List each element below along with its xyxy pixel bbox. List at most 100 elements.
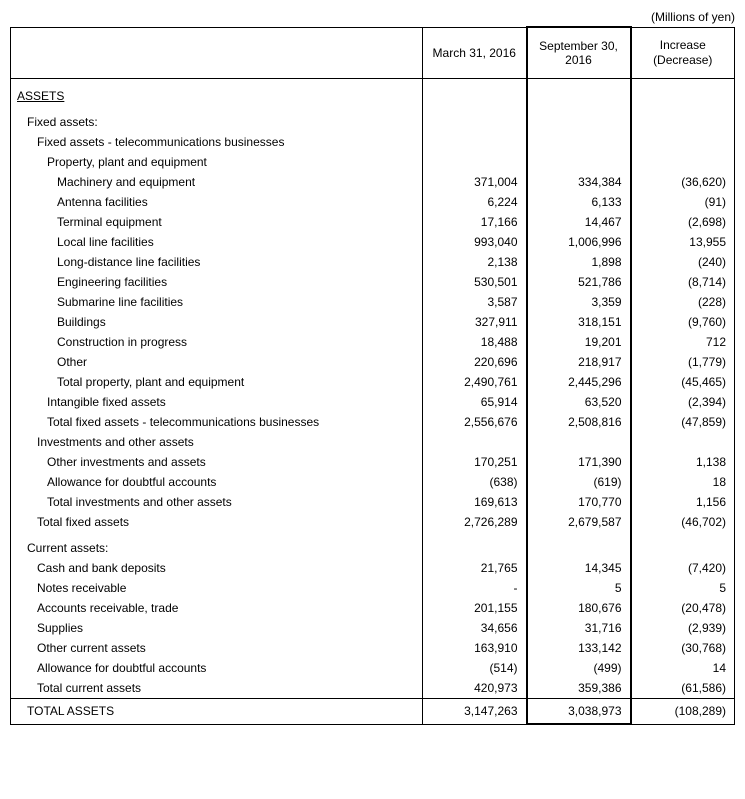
row-label: Machinery and equipment (11, 172, 423, 192)
cell-value: (7,420) (631, 558, 735, 578)
row-label: Other investments and assets (11, 452, 423, 472)
cell-value: 2,679,587 (527, 512, 631, 532)
cell-value: (228) (631, 292, 735, 312)
cell-value (527, 538, 631, 558)
row-label: Long-distance line facilities (11, 252, 423, 272)
cell-value: 1,006,996 (527, 232, 631, 252)
cell-value: (47,859) (631, 412, 735, 432)
cell-value (631, 112, 735, 132)
row-label: Allowance for doubtful accounts (11, 658, 423, 678)
section-header: ASSETS (17, 89, 64, 103)
cell-value: 63,520 (527, 392, 631, 412)
table-row: Intangible fixed assets65,91463,520(2,39… (11, 392, 735, 412)
cell-value: 19,201 (527, 332, 631, 352)
cell-value: 521,786 (527, 272, 631, 292)
row-label: Allowance for doubtful accounts (11, 472, 423, 492)
table-row: Machinery and equipment371,004334,384(36… (11, 172, 735, 192)
row-label: Cash and bank deposits (11, 558, 423, 578)
cell-value: (638) (423, 472, 527, 492)
table-row: Engineering facilities530,501521,786(8,7… (11, 272, 735, 292)
cell-value: (91) (631, 192, 735, 212)
table-row: Current assets: (11, 538, 735, 558)
cell-value (631, 538, 735, 558)
row-label: Other current assets (11, 638, 423, 658)
table-row: Other current assets163,910133,142(30,76… (11, 638, 735, 658)
table-row: Total fixed assets - telecommunications … (11, 412, 735, 432)
table-row: Accounts receivable, trade201,155180,676… (11, 598, 735, 618)
cell-value: 18,488 (423, 332, 527, 352)
cell-value: (8,714) (631, 272, 735, 292)
cell-value: 6,224 (423, 192, 527, 212)
table-row: Submarine line facilities3,5873,359(228) (11, 292, 735, 312)
table-row: Total investments and other assets169,61… (11, 492, 735, 512)
row-label: Total fixed assets - telecommunications … (11, 412, 423, 432)
cell-value: (36,620) (631, 172, 735, 192)
row-label: Fixed assets - telecommunications busine… (11, 132, 423, 152)
cell-value: 163,910 (423, 638, 527, 658)
cell-value: 14,467 (527, 212, 631, 232)
table-row: Property, plant and equipment (11, 152, 735, 172)
header-blank (11, 27, 423, 79)
cell-value: 327,911 (423, 312, 527, 332)
row-label: Fixed assets: (11, 112, 423, 132)
cell-value: 17,166 (423, 212, 527, 232)
cell-value: 180,676 (527, 598, 631, 618)
row-label: Submarine line facilities (11, 292, 423, 312)
cell-value: 201,155 (423, 598, 527, 618)
section-header-row: ASSETS (11, 79, 735, 107)
table-row: Other220,696218,917(1,779) (11, 352, 735, 372)
header-col1: March 31, 2016 (423, 27, 527, 79)
cell-value: 14 (631, 658, 735, 678)
cell-value: 993,040 (423, 232, 527, 252)
row-label: Supplies (11, 618, 423, 638)
cell-value: - (423, 578, 527, 598)
table-row: Long-distance line facilities2,1381,898(… (11, 252, 735, 272)
cell-value: 65,914 (423, 392, 527, 412)
cell-value: (46,702) (631, 512, 735, 532)
cell-value: 420,973 (423, 678, 527, 699)
cell-value: (2,939) (631, 618, 735, 638)
cell-value (527, 432, 631, 452)
cell-value: 170,251 (423, 452, 527, 472)
cell-value: 2,490,761 (423, 372, 527, 392)
cell-value: 3,587 (423, 292, 527, 312)
row-label: Total fixed assets (11, 512, 423, 532)
table-row: Fixed assets - telecommunications busine… (11, 132, 735, 152)
cell-value: 6,133 (527, 192, 631, 212)
cell-value: (20,478) (631, 598, 735, 618)
cell-value: (61,586) (631, 678, 735, 699)
cell-value: 2,726,289 (423, 512, 527, 532)
table-row: Construction in progress18,48819,201712 (11, 332, 735, 352)
cell-value: (619) (527, 472, 631, 492)
cell-value: 318,151 (527, 312, 631, 332)
cell-value: 5 (527, 578, 631, 598)
cell-value: 3,359 (527, 292, 631, 312)
cell-value: (499) (527, 658, 631, 678)
header-col3-line1: Increase (660, 38, 706, 52)
row-label: Notes receivable (11, 578, 423, 598)
header-row: March 31, 2016 September 30, 2016 Increa… (11, 27, 735, 79)
row-label: Investments and other assets (11, 432, 423, 452)
cell-value: 2,556,676 (423, 412, 527, 432)
row-label: TOTAL ASSETS (11, 699, 423, 725)
cell-value: 3,147,263 (423, 699, 527, 725)
cell-value: (514) (423, 658, 527, 678)
table-row: Total fixed assets2,726,2892,679,587(46,… (11, 512, 735, 532)
table-row: Allowance for doubtful accounts(514)(499… (11, 658, 735, 678)
table-row: Buildings327,911318,151(9,760) (11, 312, 735, 332)
cell-value (423, 152, 527, 172)
row-label: Buildings (11, 312, 423, 332)
table-row: Supplies34,65631,716(2,939) (11, 618, 735, 638)
row-label: Antenna facilities (11, 192, 423, 212)
row-label: Total investments and other assets (11, 492, 423, 512)
row-label: Engineering facilities (11, 272, 423, 292)
cell-value: 14,345 (527, 558, 631, 578)
cell-value: 2,508,816 (527, 412, 631, 432)
cell-value (527, 152, 631, 172)
cell-value (527, 132, 631, 152)
cell-value: 18 (631, 472, 735, 492)
cell-value: 5 (631, 578, 735, 598)
cell-value: (2,394) (631, 392, 735, 412)
cell-value: 169,613 (423, 492, 527, 512)
cell-value: 530,501 (423, 272, 527, 292)
